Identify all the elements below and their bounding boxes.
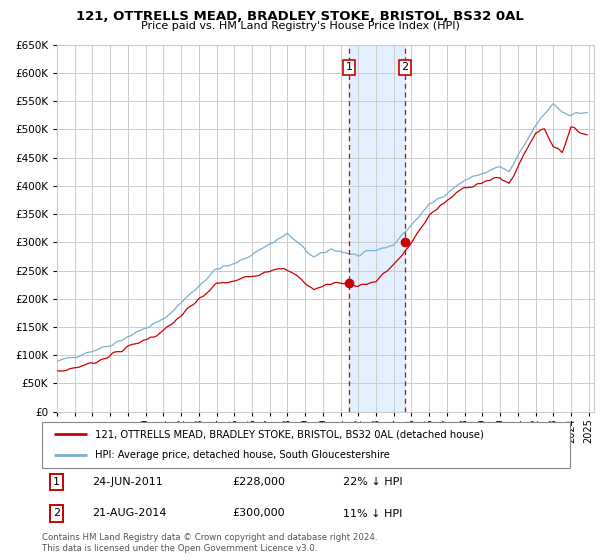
Text: 24-JUN-2011: 24-JUN-2011 [92, 477, 163, 487]
Text: £300,000: £300,000 [232, 508, 285, 519]
Text: 2: 2 [401, 62, 409, 72]
Text: 2: 2 [53, 508, 61, 519]
Text: 1: 1 [53, 477, 60, 487]
Text: 121, OTTRELLS MEAD, BRADLEY STOKE, BRISTOL, BS32 0AL: 121, OTTRELLS MEAD, BRADLEY STOKE, BRIST… [76, 10, 524, 23]
Text: Contains HM Land Registry data © Crown copyright and database right 2024.
This d: Contains HM Land Registry data © Crown c… [42, 533, 377, 553]
Text: 11% ↓ HPI: 11% ↓ HPI [343, 508, 403, 519]
Text: 1: 1 [346, 62, 352, 72]
Text: 21-AUG-2014: 21-AUG-2014 [92, 508, 167, 519]
Bar [349, 45, 405, 412]
Text: HPI: Average price, detached house, South Gloucestershire: HPI: Average price, detached house, Sout… [95, 450, 389, 460]
FancyBboxPatch shape [42, 422, 570, 468]
Text: 22% ↓ HPI: 22% ↓ HPI [343, 477, 403, 487]
Text: 121, OTTRELLS MEAD, BRADLEY STOKE, BRISTOL, BS32 0AL (detached house): 121, OTTRELLS MEAD, BRADLEY STOKE, BRIST… [95, 429, 484, 439]
Text: Price paid vs. HM Land Registry's House Price Index (HPI): Price paid vs. HM Land Registry's House … [140, 21, 460, 31]
Text: £228,000: £228,000 [232, 477, 285, 487]
